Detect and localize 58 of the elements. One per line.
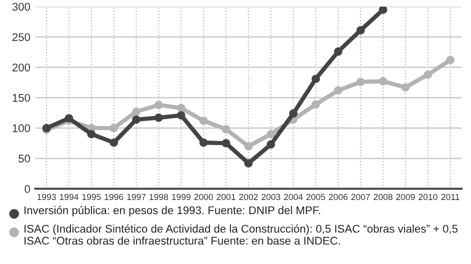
point (199, 116, 208, 125)
y-tick-label: 50 (18, 154, 30, 163)
y-tick-label: 250 (12, 33, 30, 42)
point (244, 142, 253, 150)
point (356, 78, 365, 86)
point (312, 74, 320, 84)
y-tick-label: 150 (12, 94, 30, 102)
point (176, 104, 186, 112)
x-tick-label: 2004 (284, 194, 303, 200)
x-tick-label: 1999 (172, 194, 190, 200)
point (446, 56, 455, 64)
x-tick-label: 1997 (127, 194, 146, 200)
x-tick-label: 2002 (239, 194, 258, 200)
point (110, 138, 118, 147)
x-tick-label: 2005 (306, 194, 326, 200)
point (312, 100, 320, 109)
x-tick-label: 2007 (351, 194, 370, 200)
x-tick-label: 2000 (194, 194, 213, 200)
point (222, 125, 230, 134)
point (199, 138, 208, 147)
point (356, 26, 365, 34)
point (87, 130, 96, 138)
point (244, 159, 253, 168)
point (289, 109, 298, 118)
x-tick-label: 2010 (418, 194, 438, 200)
x-tick-label: 2011 (441, 194, 460, 200)
legend-label: ISAC (Indicador Sintético de Actividad de la Construcción): 0,5 ISAC “obras viales” + 0,5 ISAC “Otras obras de infraestructura” Fuente: en base a INDEC. (24, 224, 458, 245)
x-tick-label: 2008 (374, 194, 392, 200)
point (424, 70, 432, 79)
point (64, 114, 74, 122)
point (378, 6, 388, 14)
x-tick-label: 1995 (82, 194, 101, 200)
y-tick-label: 0 (24, 185, 30, 193)
point (266, 140, 276, 149)
y-tick-label: 200 (12, 64, 30, 72)
x-tick-label: 2003 (262, 194, 280, 200)
point (132, 115, 140, 124)
point (334, 86, 342, 95)
point (154, 114, 163, 122)
point (334, 47, 342, 56)
y-tick-label: 100 (12, 124, 30, 132)
point (378, 77, 388, 86)
x-tick-label: 2006 (328, 194, 348, 200)
point (176, 111, 186, 120)
x-tick-label: 1994 (60, 194, 78, 200)
point (222, 139, 230, 148)
x-tick-label: 1996 (104, 194, 124, 200)
point (110, 124, 118, 132)
point (266, 130, 276, 138)
point (132, 107, 140, 116)
y-tick-label: 300 (12, 2, 30, 11)
x-tick-label: 2009 (396, 194, 415, 200)
point (154, 100, 163, 110)
x-tick-label: 1998 (150, 194, 168, 200)
legend-label: Inversión pública: en pesos de 1993. Fuente: DNIP del MPF. (24, 206, 320, 216)
x-tick-label: 1993 (37, 194, 56, 200)
x-tick-label: 2001 (216, 194, 236, 200)
point (401, 83, 410, 92)
